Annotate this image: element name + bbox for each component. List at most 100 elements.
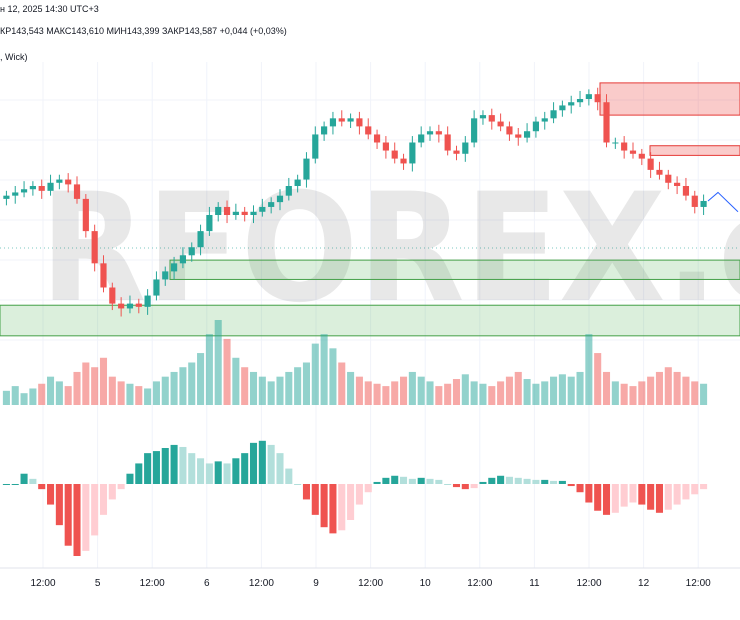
volume-bar: [602, 371, 611, 405]
candle-up: [585, 94, 592, 99]
candle-up: [303, 158, 310, 180]
volume-bar: [426, 381, 434, 405]
candle-down: [682, 186, 690, 196]
volume-bar: [355, 376, 363, 405]
oscillator-bar: [682, 484, 690, 500]
oscillator-bar: [2, 484, 10, 485]
oscillator-bar: [126, 473, 134, 484]
candle-down: [453, 150, 460, 154]
candle-down: [382, 142, 389, 151]
oscillator-bar: [514, 477, 522, 484]
oscillator-bar: [400, 476, 408, 484]
candle-up: [294, 179, 301, 186]
candle-up: [550, 110, 557, 119]
oscillator-bar: [91, 484, 99, 536]
oscillator-bar: [108, 484, 116, 500]
candle-up: [426, 131, 434, 135]
oscillator-histogram: [2, 440, 708, 556]
oscillator-bar: [232, 458, 240, 484]
candle-down: [365, 126, 372, 135]
oscillator-bar: [144, 453, 152, 484]
candle-up: [276, 195, 284, 203]
candle-down: [603, 102, 610, 143]
oscillator-bar: [505, 476, 513, 484]
oscillator-bar: [664, 484, 672, 510]
oscillator-bar: [452, 484, 461, 488]
oscillator-bar: [73, 484, 81, 556]
candle-down: [506, 126, 513, 135]
volume-bar: [488, 386, 496, 405]
volume-bar: [179, 367, 187, 405]
supply-zone: [649, 145, 740, 156]
volume-bar: [294, 367, 302, 405]
x-axis-tick-label: 9: [313, 578, 319, 589]
candle-down: [400, 158, 407, 164]
oscillator-bar: [541, 479, 549, 484]
candle-up: [523, 131, 531, 138]
oscillator-bar: [302, 484, 310, 500]
volume-bar: [329, 348, 337, 405]
volume-bar: [576, 371, 584, 405]
volume-bar: [249, 371, 258, 405]
oscillator-bar: [99, 484, 108, 515]
volume-bar: [152, 381, 160, 405]
volume-bar: [197, 353, 205, 405]
oscillator-bar: [82, 484, 90, 551]
x-axis-tick-label: 12: [638, 578, 650, 589]
header-date: н 12, 2025 14:30 UTC+3: [0, 4, 99, 14]
oscillator-bar: [20, 473, 28, 484]
candle-up: [162, 271, 169, 280]
candle-up: [576, 99, 584, 103]
candle-up: [321, 126, 328, 135]
volume-bar: [655, 371, 663, 405]
volume-bar: [214, 320, 222, 405]
volume-bar: [497, 381, 505, 405]
candle-up: [250, 211, 257, 215]
volume-bar: [338, 362, 346, 405]
candle-up: [471, 118, 478, 143]
volume-bar: [232, 357, 240, 405]
oscillator-bar: [655, 484, 663, 513]
oscillator-bar: [223, 463, 231, 484]
candle-up: [12, 192, 19, 196]
volume-bar: [170, 371, 178, 405]
oscillator-bar: [691, 484, 699, 495]
volume-bar: [629, 386, 637, 405]
grid-lines: [0, 62, 740, 568]
candle-down: [674, 182, 681, 186]
oscillator-bar: [461, 484, 469, 490]
candle-down: [65, 179, 72, 185]
volume-bar: [452, 379, 461, 405]
volume-bar: [391, 381, 399, 405]
candle-up: [559, 105, 566, 111]
candle-up: [232, 211, 239, 215]
candle-down: [629, 150, 637, 154]
x-axis-tick-label: 5: [95, 578, 101, 589]
volume-bar: [91, 367, 99, 405]
volume-bar: [117, 381, 125, 405]
oscillator-bar: [585, 484, 593, 503]
oscillator-bar: [620, 484, 628, 507]
oscillator-bar: [408, 478, 416, 484]
oscillator-bar: [355, 484, 363, 505]
oscillator-bar: [258, 440, 266, 484]
oscillator-bar: [241, 453, 249, 484]
oscillator-bar: [602, 484, 611, 515]
volume-bar: [408, 371, 416, 405]
candle-down: [100, 263, 107, 288]
volume-bar: [479, 383, 487, 405]
candle-down: [356, 118, 363, 127]
oscillator-bar: [417, 477, 425, 484]
volume-bar: [664, 367, 672, 405]
candle-down: [656, 169, 663, 175]
oscillator-bar: [29, 478, 37, 484]
oscillator-bar: [267, 444, 275, 484]
volume-bar: [523, 379, 531, 405]
candle-up: [259, 206, 266, 212]
candle-down: [109, 287, 116, 304]
candle-up: [56, 179, 63, 183]
volume-bar: [550, 376, 558, 405]
candle-down: [373, 134, 381, 143]
candle-down: [621, 142, 628, 151]
